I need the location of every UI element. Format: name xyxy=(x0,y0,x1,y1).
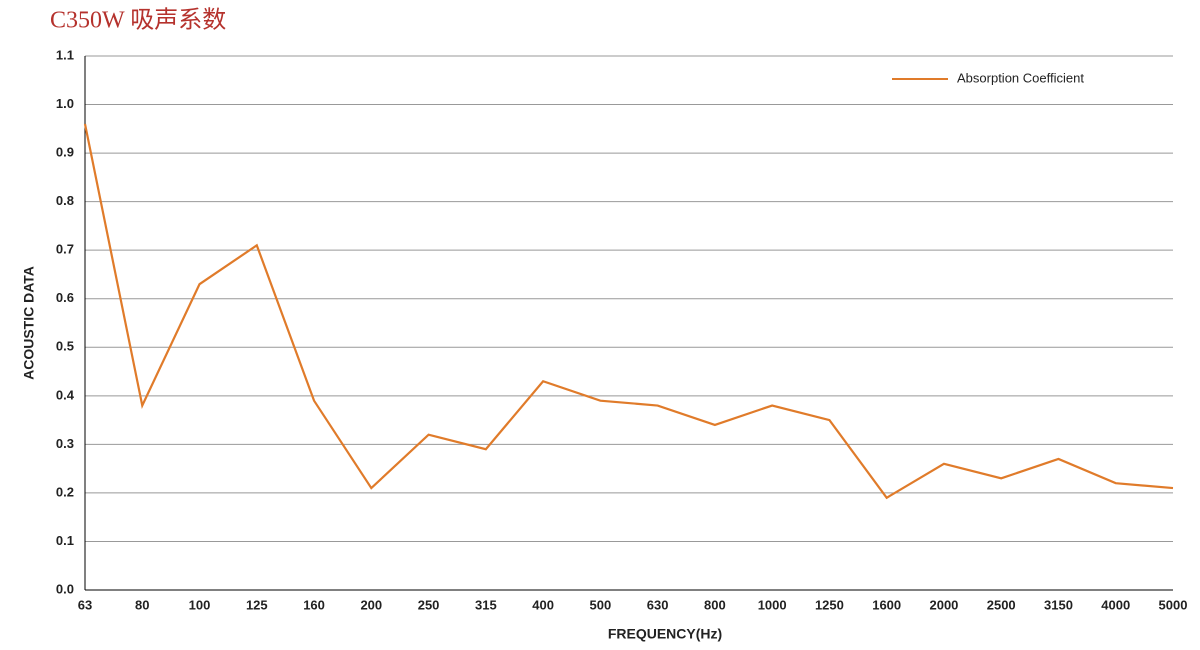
x-axis-label: FREQUENCY(Hz) xyxy=(608,626,722,642)
y-axis-label: ACOUSTIC DATA xyxy=(21,266,37,380)
x-tick-label: 800 xyxy=(704,597,726,612)
y-tick-label: 0.1 xyxy=(56,533,74,548)
y-tick-label: 1.0 xyxy=(56,96,74,111)
legend-label: Absorption Coefficient xyxy=(957,70,1084,85)
y-tick-label: 0.5 xyxy=(56,339,74,354)
y-tick-label: 0.8 xyxy=(56,193,74,208)
x-tick-label: 125 xyxy=(246,597,268,612)
y-tick-label: 0.2 xyxy=(56,484,74,499)
x-tick-label: 1250 xyxy=(815,597,844,612)
y-tick-label: 0.7 xyxy=(56,242,74,257)
x-tick-label: 315 xyxy=(475,597,497,612)
x-tick-label: 500 xyxy=(590,597,612,612)
x-tick-label: 100 xyxy=(189,597,211,612)
x-tick-label: 1000 xyxy=(758,597,787,612)
y-tick-label: 0.0 xyxy=(56,581,74,596)
y-tick-label: 1.1 xyxy=(56,47,74,62)
x-tick-label: 3150 xyxy=(1044,597,1073,612)
x-tick-label: 630 xyxy=(647,597,669,612)
chart-title: C350W 吸声系数 xyxy=(50,7,226,34)
x-tick-label: 80 xyxy=(135,597,149,612)
data-line xyxy=(83,123,1174,500)
x-tick-label: 63 xyxy=(78,597,92,612)
y-tick-label: 0.6 xyxy=(56,290,74,305)
x-tick-label: 160 xyxy=(303,597,325,612)
y-tick-label: 0.3 xyxy=(56,436,74,451)
x-tick-label: 2000 xyxy=(929,597,958,612)
x-tick-label: 4000 xyxy=(1101,597,1130,612)
y-tick-label: 0.4 xyxy=(56,387,75,402)
x-tick-label: 400 xyxy=(532,597,554,612)
x-tick-label: 2500 xyxy=(987,597,1016,612)
x-tick-label: 250 xyxy=(418,597,440,612)
x-tick-label: 200 xyxy=(360,597,382,612)
x-tick-label: 1600 xyxy=(872,597,901,612)
x-tick-label: 5000 xyxy=(1159,597,1188,612)
y-tick-label: 0.9 xyxy=(56,145,74,160)
